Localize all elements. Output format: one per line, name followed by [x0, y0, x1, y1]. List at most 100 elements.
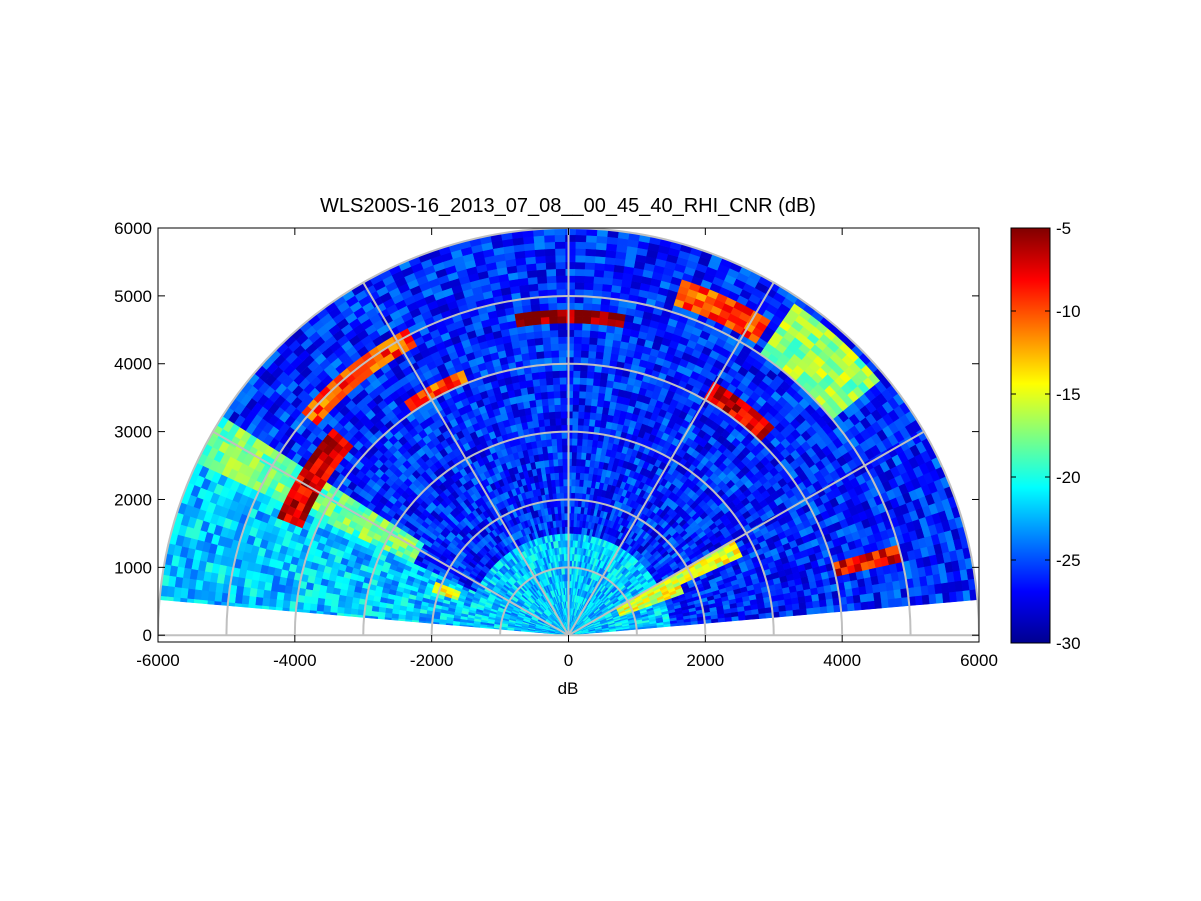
cnr-cell	[586, 439, 593, 447]
cnr-cell	[538, 378, 547, 386]
cnr-cell	[579, 377, 587, 385]
cnr-cell	[565, 370, 574, 378]
cnr-cell	[554, 411, 562, 419]
cnr-cell	[556, 288, 566, 297]
cnr-cell	[544, 241, 556, 250]
cnr-cell	[602, 352, 612, 361]
cnr-cell	[542, 411, 550, 420]
cnr-cell	[601, 283, 613, 292]
cnr-cell	[577, 411, 585, 419]
cnr-cell	[575, 458, 582, 467]
cnr-cell	[962, 589, 971, 602]
cnr-cell	[534, 248, 546, 257]
cnr-cell	[556, 302, 566, 310]
cnr-cell	[572, 404, 579, 412]
cnr-cell	[573, 302, 584, 311]
cnr-cell	[798, 601, 807, 610]
cnr-cell	[604, 386, 613, 395]
plot-area: -6000 -4000 -2000 0 2000 4000 6000010002000300…	[114, 219, 998, 670]
cnr-cell	[570, 519, 574, 527]
cnr-cell	[935, 592, 944, 604]
cnr-cell	[565, 302, 575, 310]
cnr-cell	[570, 478, 576, 487]
cnr-cell	[531, 371, 540, 381]
cnr-cell	[582, 309, 592, 318]
cnr-cell	[573, 349, 582, 358]
cnr-cell	[574, 268, 585, 277]
cnr-cell	[541, 398, 549, 407]
cnr-cell	[603, 393, 612, 402]
cnr-cell	[565, 288, 575, 297]
cnr-cell	[557, 322, 567, 331]
cnr-cell	[559, 383, 567, 392]
cnr-cell	[573, 336, 582, 344]
cnr-cell	[574, 261, 586, 270]
cnr-cell	[579, 465, 586, 474]
cnr-cell	[593, 371, 602, 380]
cnr-cell	[599, 372, 609, 381]
cnr-cell	[596, 337, 606, 346]
cnr-cell	[851, 586, 861, 596]
cnr-cell	[581, 445, 588, 454]
cnr-cell	[578, 384, 587, 392]
cnr-cell	[552, 384, 561, 392]
cnr-cell	[581, 329, 591, 338]
cnr-cell	[551, 445, 558, 453]
cnr-cell	[595, 235, 608, 244]
cnr-cell	[562, 472, 568, 480]
cnr-cell	[543, 234, 555, 243]
cnr-cell	[565, 309, 575, 317]
cnr-cell	[585, 234, 597, 243]
cnr-cell	[554, 248, 566, 256]
cnr-cell	[524, 256, 536, 265]
cnr-cell	[557, 465, 564, 473]
cnr-cell	[806, 607, 815, 615]
cnr-cell	[536, 275, 548, 284]
cnr-cell	[572, 377, 581, 385]
cnr-cell	[544, 255, 556, 263]
cnr-cell	[565, 282, 575, 290]
cnr-cell	[589, 412, 597, 420]
cnr-cell	[597, 324, 608, 333]
cnr-cell	[578, 397, 586, 406]
cnr-cell	[558, 478, 564, 487]
cnr-cell	[550, 343, 559, 351]
cnr-cell	[778, 610, 787, 618]
cnr-cell	[583, 404, 592, 413]
cnr-cell	[585, 384, 594, 393]
cnr-cell	[605, 325, 616, 334]
cnr-cell	[558, 370, 567, 378]
cnr-cell	[542, 336, 551, 345]
cnr-cell	[585, 241, 597, 250]
cnr-cell	[591, 385, 600, 393]
cnr-cell	[598, 385, 607, 394]
cnr-cell	[589, 330, 599, 339]
cnr-cell	[572, 411, 579, 419]
cnr-cell	[866, 592, 875, 602]
cnr-cell	[565, 268, 576, 276]
cnr-cell	[886, 589, 896, 600]
cnr-cell	[570, 472, 576, 480]
cnr-cell	[526, 338, 536, 347]
cnr-cell	[597, 330, 607, 340]
cnr-cell	[574, 248, 586, 256]
cnr-cell	[584, 255, 596, 264]
cnr-cell	[595, 242, 607, 251]
cnr-cell	[560, 417, 567, 426]
cnr-cell	[595, 351, 604, 360]
cnr-cell	[557, 329, 567, 338]
cnr-cell	[591, 303, 601, 312]
cnr-cell	[574, 254, 586, 263]
cnr-cell	[563, 512, 568, 521]
cnr-cell	[549, 329, 559, 338]
cnr-cell	[548, 316, 558, 324]
cnr-cell	[565, 349, 574, 358]
cnr-cell	[556, 438, 563, 446]
cnr-cell	[587, 350, 597, 359]
cnr-cell	[545, 261, 556, 270]
cnr-cell	[554, 234, 566, 243]
cnr-cell	[852, 594, 862, 604]
cnr-cell	[532, 378, 541, 387]
cnr-cell	[818, 599, 828, 608]
cnr-cell	[589, 405, 598, 414]
